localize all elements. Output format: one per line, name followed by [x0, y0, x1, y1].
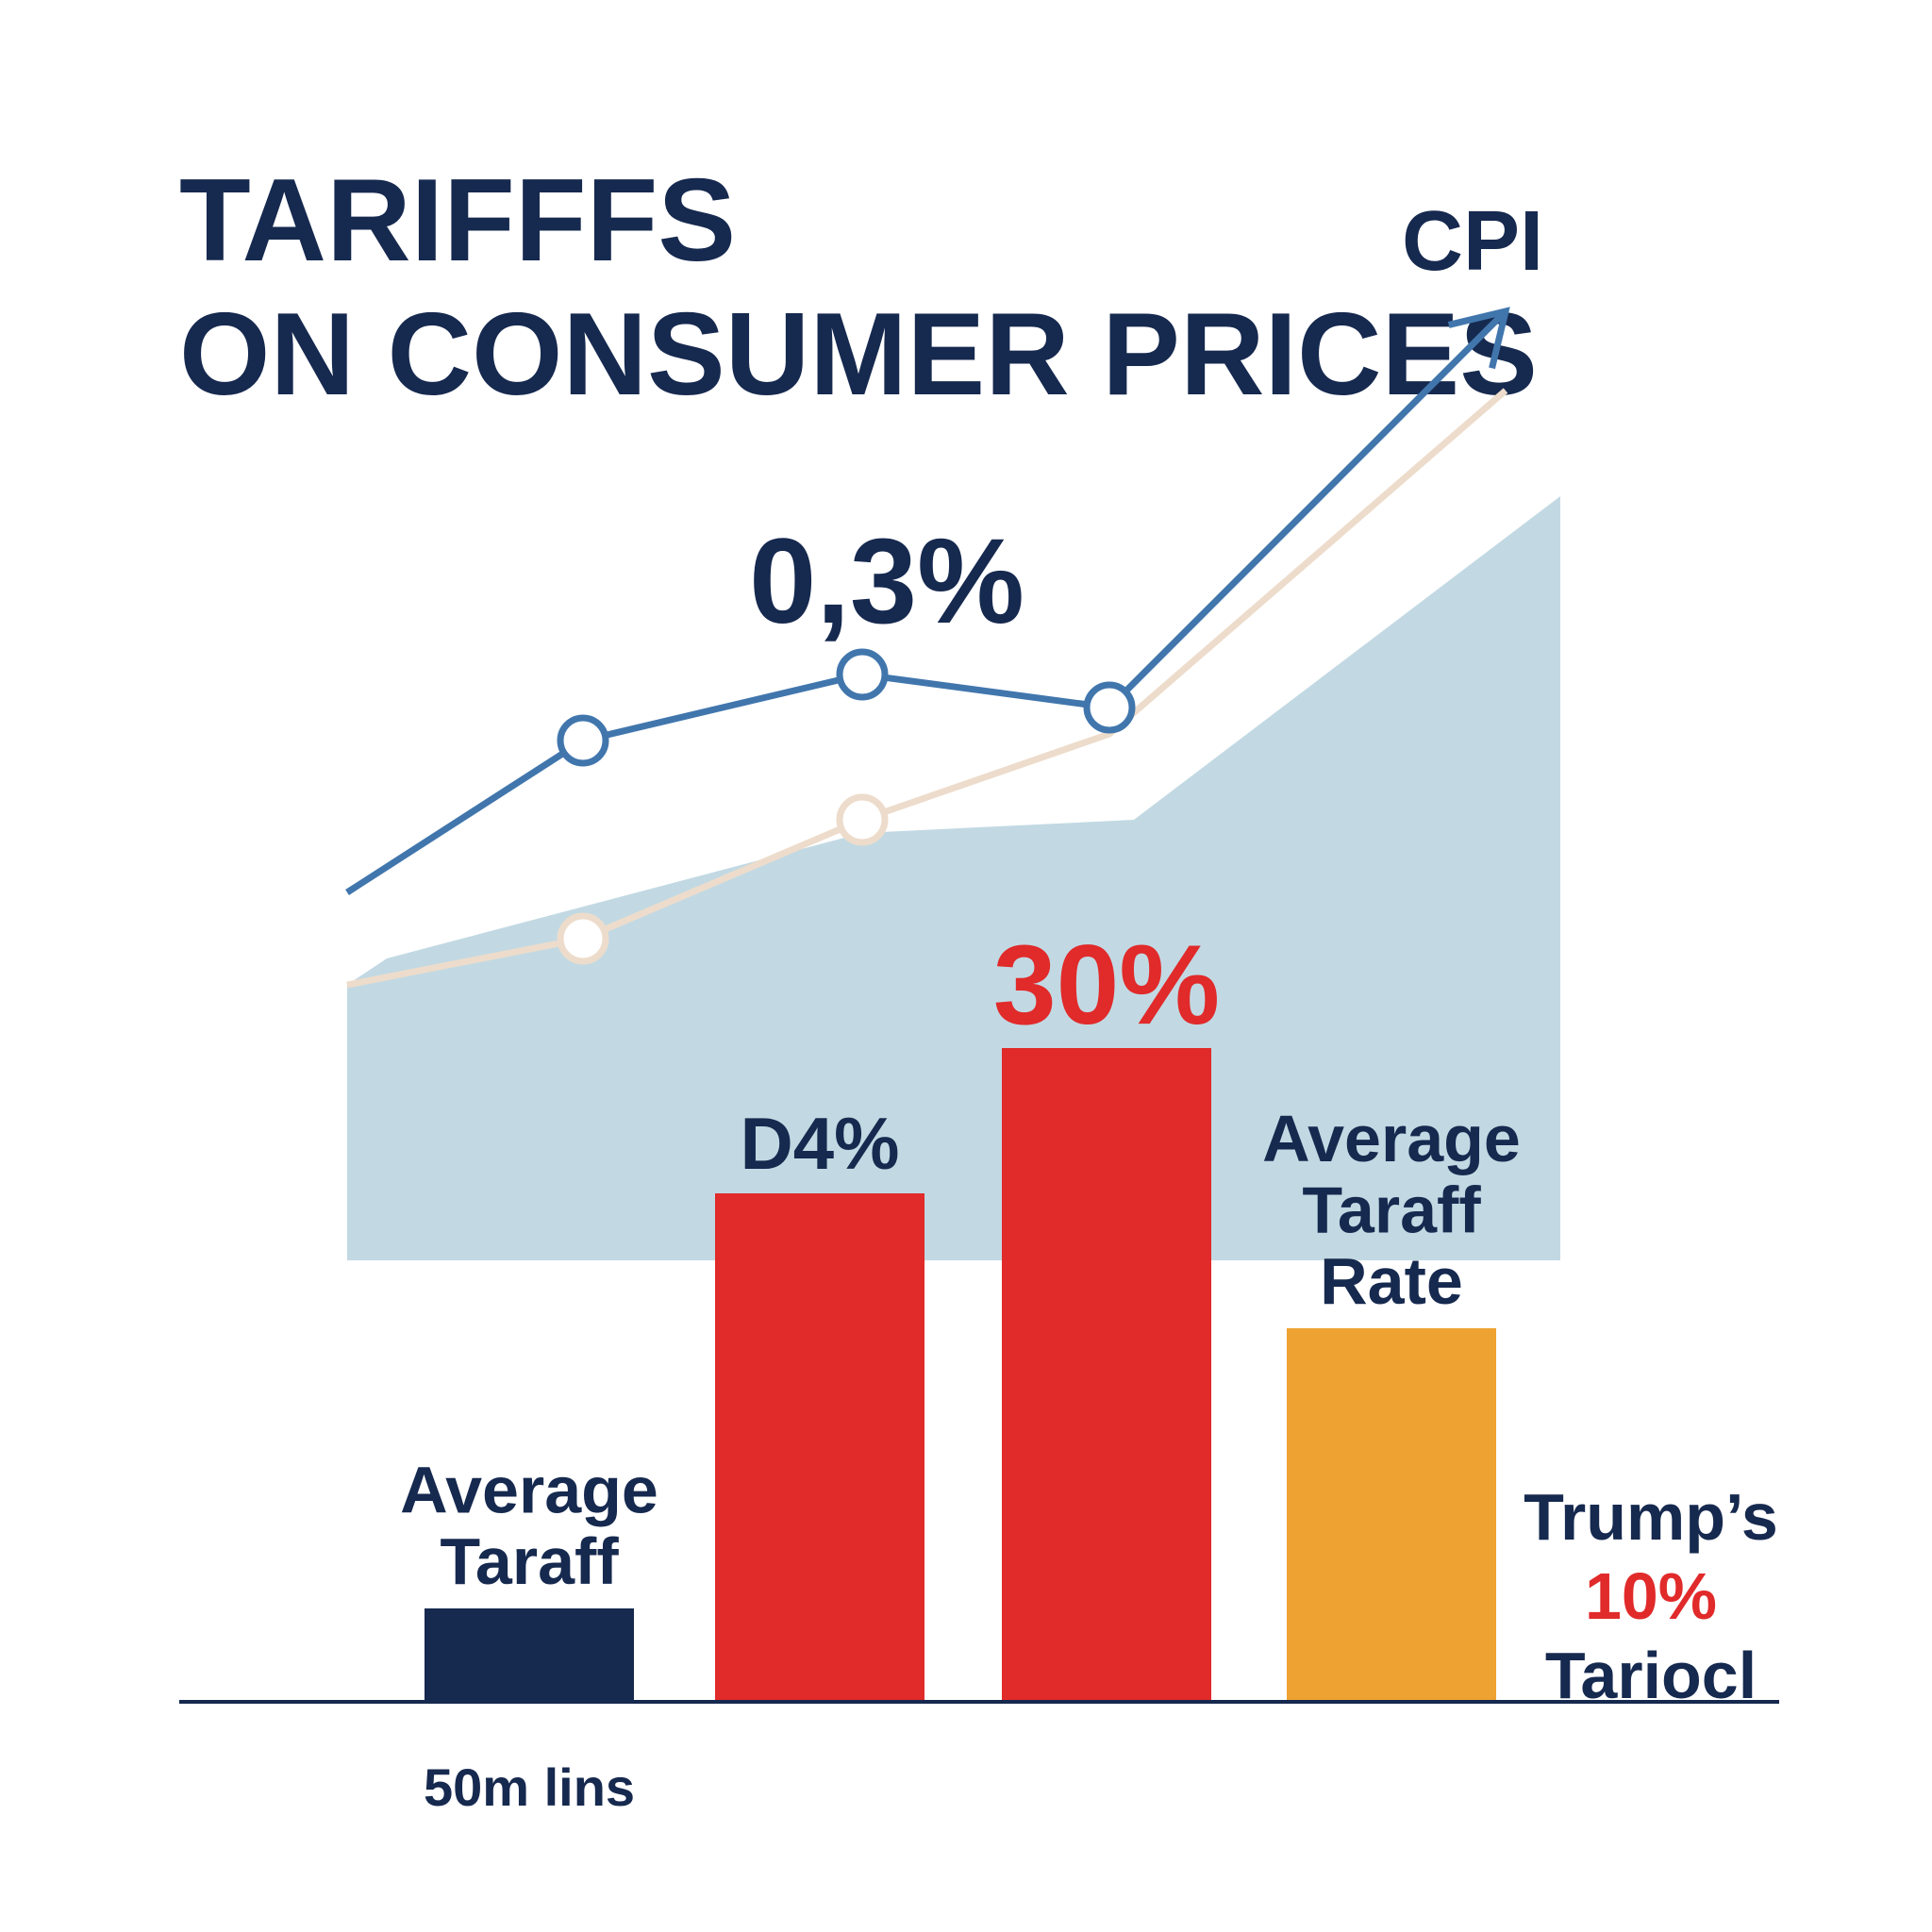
area-fill	[347, 496, 1560, 1260]
bar-2	[715, 1193, 924, 1702]
side-label-line2: 10%	[1585, 1559, 1717, 1633]
side-label-line3: Tariocl	[1545, 1639, 1757, 1712]
bar-1-bottom-label: 50m lins	[424, 1757, 635, 1817]
bar-4-label-line-3: Rate	[1320, 1244, 1463, 1318]
line-layer	[345, 307, 1510, 989]
cpi-arrow-head	[1447, 307, 1510, 370]
cpi-line-marker	[836, 648, 889, 701]
bar-3	[1002, 1048, 1211, 1702]
chart-title-line2: ON CONSUMER PRICES	[179, 290, 1538, 420]
bar-4-label-line-2: Taraff	[1302, 1173, 1481, 1246]
bar-1-label-line-1: Average	[400, 1453, 658, 1526]
bar-3-label-line-1: 30%	[993, 922, 1220, 1048]
secondary-line-marker	[836, 793, 889, 846]
cpi-line-marker	[1083, 681, 1136, 734]
secondary-line-marker	[557, 912, 609, 965]
cpi-line-marker	[557, 714, 609, 767]
bar-4	[1287, 1328, 1496, 1702]
bar-2-label-line-1: D4%	[740, 1102, 899, 1185]
bar-4-label-line-1: Average	[1262, 1102, 1521, 1175]
cpi-annotation: 0,3%	[749, 514, 1024, 649]
bar-1	[425, 1608, 634, 1702]
bar-1-label-line-2: Taraff	[440, 1524, 619, 1598]
chart-title-line1: TARIFFFS	[179, 156, 736, 286]
side-label-line1: Trump’s	[1524, 1480, 1778, 1554]
cpi-series-label: CPI	[1402, 194, 1543, 289]
area-layer	[347, 496, 1560, 1260]
